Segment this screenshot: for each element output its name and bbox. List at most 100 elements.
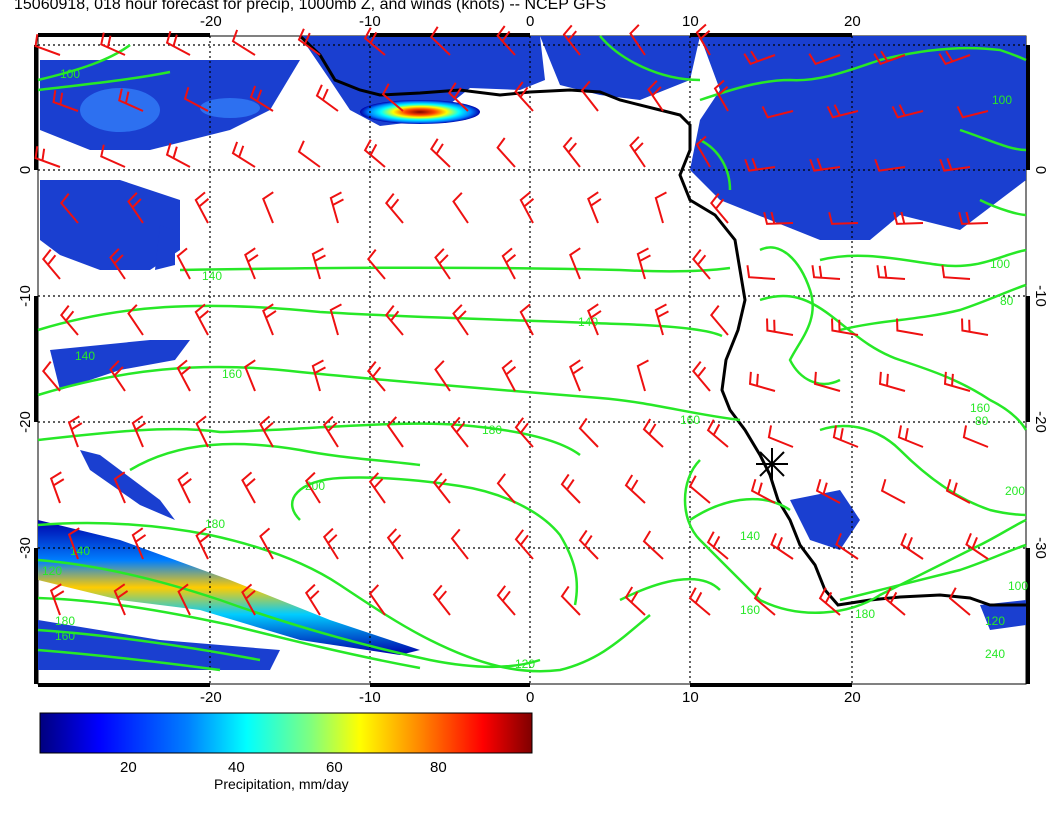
wind-barb — [363, 139, 386, 168]
wind-barb — [259, 415, 274, 448]
wind-barb — [941, 265, 971, 280]
wind-barb — [131, 415, 147, 448]
wind-barb — [100, 144, 126, 168]
contour-label: 140 — [202, 269, 222, 283]
wind-barb — [195, 415, 209, 448]
wind-barb — [743, 50, 776, 66]
wind-barb — [828, 212, 859, 225]
star-marker-icon — [756, 448, 788, 482]
wind-barb — [962, 425, 989, 448]
wind-barb — [514, 417, 534, 448]
wind-barb — [432, 472, 451, 504]
wind-barb — [113, 471, 126, 504]
wind-barb — [368, 584, 386, 616]
wind-barb — [501, 359, 517, 392]
wind-barb — [938, 50, 971, 66]
wind-barb — [767, 425, 794, 448]
wind-barb — [109, 360, 126, 392]
contour-label: 100 — [60, 67, 80, 81]
wind-barb — [945, 478, 971, 504]
wind-barb — [165, 30, 191, 56]
contour-label: 180 — [855, 607, 875, 621]
wind-barb — [434, 360, 451, 392]
wind-barb — [304, 471, 321, 504]
wind-barb — [569, 359, 584, 392]
wind-barb — [750, 478, 776, 504]
wind-barb — [194, 303, 210, 336]
wind-barb — [501, 247, 517, 280]
contour-label: 160 — [740, 603, 760, 617]
wind-barb — [766, 318, 794, 336]
wind-barb — [194, 191, 210, 224]
contour-label: 180 — [482, 423, 502, 437]
wind-barb — [831, 318, 859, 336]
wind-barb — [67, 415, 83, 448]
wind-barb — [430, 26, 451, 56]
lon-label: -10 — [359, 13, 381, 30]
wind-barb — [900, 532, 924, 560]
lat-labels-right: 0 -10 -20 -30 — [1032, 166, 1049, 559]
contour-label: 140 — [740, 529, 760, 543]
lon-label: 0 — [526, 13, 534, 30]
contour-label: 80 — [975, 414, 989, 428]
wind-barb — [636, 247, 651, 280]
contour-label: 120 — [42, 564, 62, 578]
wind-barb — [948, 587, 971, 616]
wind-barb — [183, 86, 209, 112]
lat-label: 0 — [17, 166, 34, 174]
wind-barb — [691, 361, 711, 392]
wind-barb — [688, 475, 711, 504]
wind-barb — [41, 249, 61, 280]
wind-barb — [262, 191, 274, 224]
wind-barb — [647, 80, 664, 112]
wind-barb — [322, 527, 339, 560]
wind-barb — [815, 478, 841, 504]
wind-barb — [560, 473, 581, 504]
wind-barb — [244, 247, 259, 280]
wind-barb — [832, 425, 859, 448]
wind-barb — [113, 583, 129, 616]
wind-barb — [127, 192, 144, 224]
wind-barb — [109, 248, 126, 280]
wind-barb — [177, 471, 192, 504]
wind-barb — [956, 106, 989, 119]
wind-barb — [654, 191, 667, 224]
wind-barb — [654, 303, 669, 336]
wind-barb — [961, 318, 989, 336]
lat-labels-left: 0 -10 -20 -30 — [17, 166, 34, 559]
wind-barb — [818, 587, 841, 616]
wind-barb — [384, 305, 404, 336]
wind-barb — [965, 532, 989, 560]
contour-label: 240 — [985, 647, 1005, 661]
colorbar-ticks: 20 40 60 80 — [120, 759, 447, 776]
wind-barb — [706, 531, 729, 560]
wind-barb — [695, 135, 711, 168]
contour-labels: 100 140 160 180 200 140 160 180 100 140 … — [42, 67, 1028, 671]
colorbar — [39, 712, 533, 754]
wind-barb — [448, 82, 469, 112]
lon-label: 20 — [844, 689, 861, 706]
contour-label: 180 — [55, 614, 75, 628]
wind-barb — [177, 583, 191, 616]
contour-label: 100 — [990, 257, 1010, 271]
wind-barb — [624, 586, 646, 616]
wind-barb — [59, 193, 79, 224]
wind-barb — [560, 585, 581, 616]
wind-barb — [304, 583, 321, 616]
wind-barb — [695, 23, 711, 56]
wind-barb — [231, 29, 256, 56]
lat-label: 0 — [1032, 166, 1049, 174]
wind-barb — [629, 136, 646, 168]
wind-barb — [688, 587, 711, 616]
map-title: 15060918, 018 hour forecast for precip, … — [14, 0, 606, 13]
lat-lon-grid — [38, 36, 1026, 684]
wind-barb — [363, 27, 386, 56]
wind-barb — [329, 191, 344, 224]
lat-label: -10 — [1032, 285, 1049, 307]
wind-barb — [891, 104, 924, 119]
contour-label: 180 — [205, 517, 225, 531]
wind-barb — [259, 527, 274, 560]
wind-barb — [642, 530, 664, 560]
wind-barb — [297, 28, 321, 56]
